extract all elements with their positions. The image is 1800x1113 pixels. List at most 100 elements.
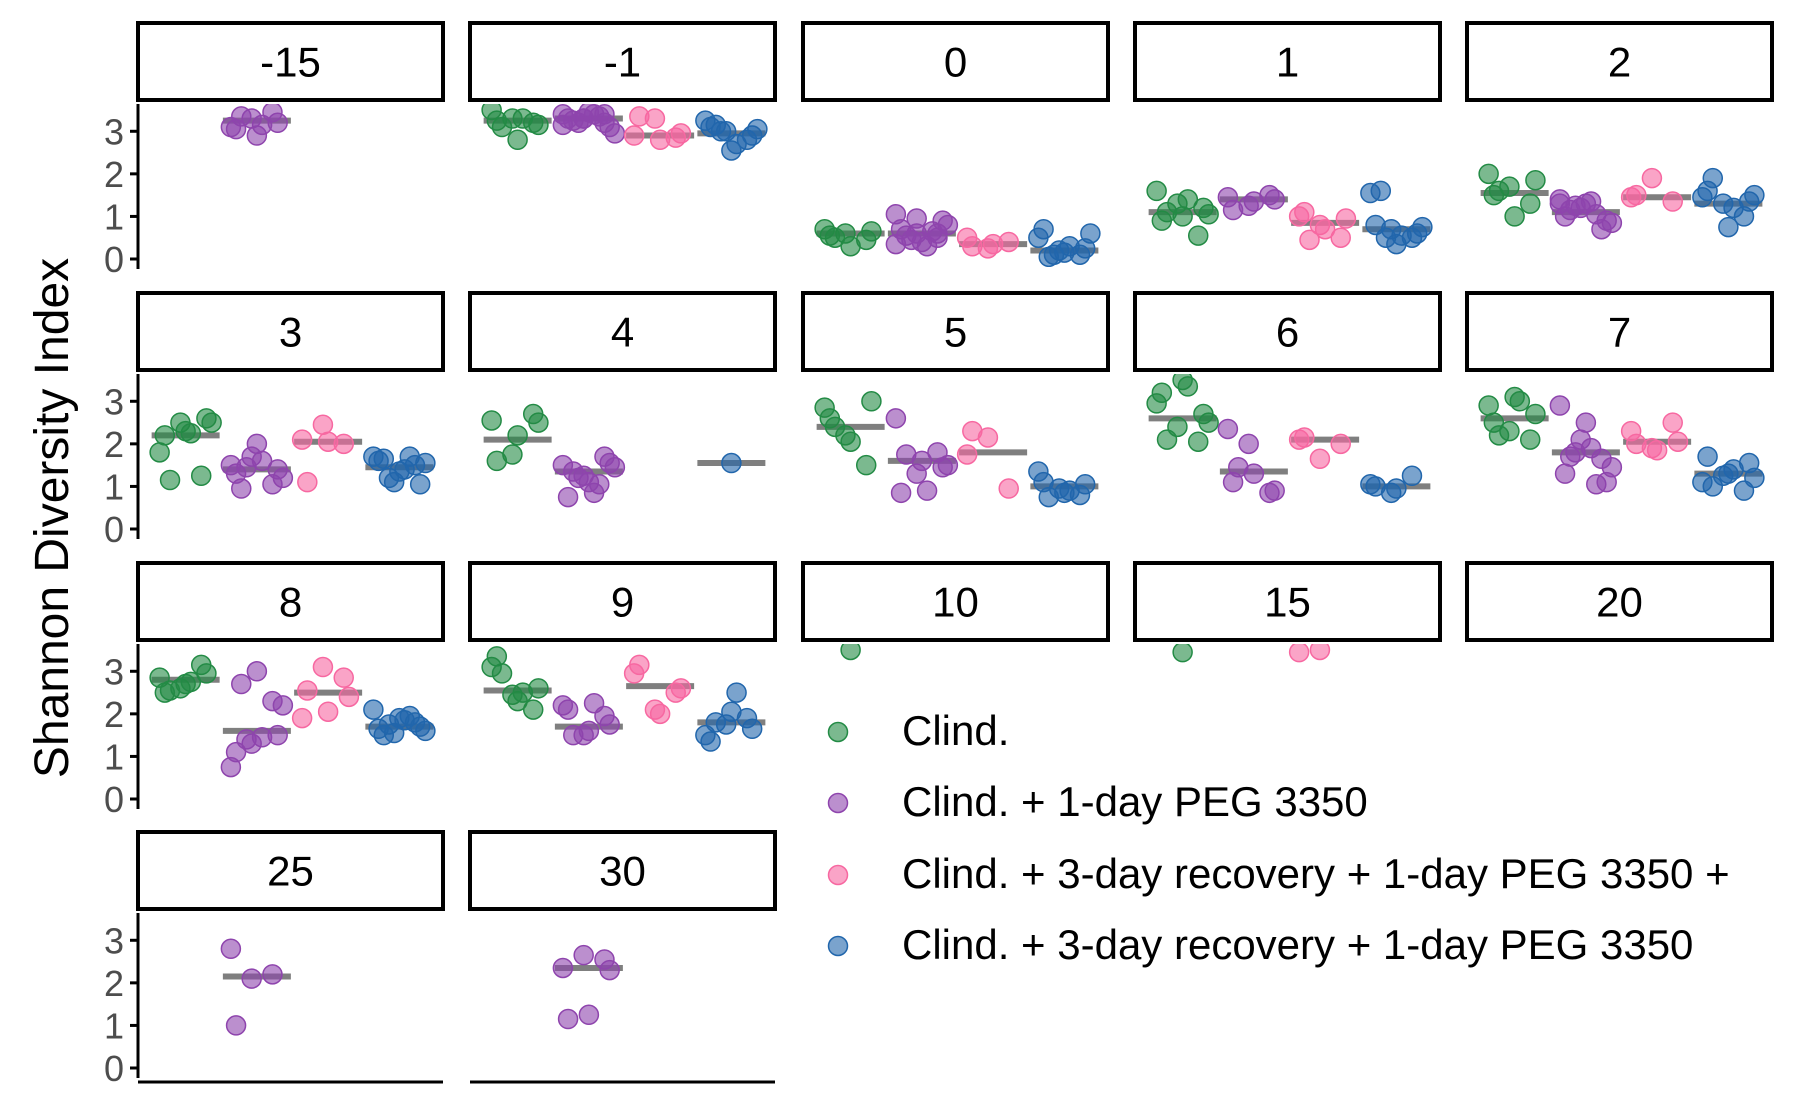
- data-point: [557, 486, 579, 508]
- data-point: [861, 221, 882, 242]
- facet-strip: [1133, 21, 1442, 102]
- data-point: [623, 125, 645, 146]
- data-point: [512, 108, 534, 129]
- data-point: [1723, 459, 1744, 480]
- legend-label: Clind.: [902, 707, 1009, 754]
- data-point: [291, 429, 313, 450]
- data-point: [149, 442, 170, 463]
- facet-panel: 4: [468, 291, 777, 508]
- data-point: [399, 446, 421, 467]
- data-point: [1033, 218, 1054, 240]
- plot-area: [1172, 644, 1331, 663]
- data-point: [982, 233, 1004, 255]
- data-point: [1177, 376, 1199, 397]
- facet-label: 4: [611, 309, 634, 356]
- data-point: [1228, 457, 1249, 478]
- facet-strip: [1133, 561, 1442, 642]
- legend-key: [827, 935, 849, 957]
- facet-label: 2: [1608, 39, 1631, 86]
- data-point: [409, 474, 431, 495]
- data-point: [415, 720, 436, 742]
- data-point: [1488, 180, 1510, 202]
- y-tick-label: 2: [104, 424, 124, 465]
- data-point: [272, 695, 294, 716]
- data-point: [272, 467, 294, 489]
- data-point: [1386, 478, 1407, 499]
- data-point: [1697, 446, 1718, 467]
- data-point: [552, 114, 574, 136]
- data-point: [1401, 465, 1423, 487]
- data-point: [246, 433, 268, 455]
- data-point: [747, 118, 768, 140]
- data-point: [1217, 418, 1239, 440]
- data-point: [1288, 644, 1310, 663]
- data-point: [241, 968, 262, 989]
- data-point: [649, 703, 671, 725]
- y-tick-label: 2: [104, 963, 124, 1004]
- legend-label: Clind. + 3-day recovery + 1-day PEG 3350…: [902, 850, 1730, 897]
- data-point: [262, 964, 283, 985]
- plot-area: [220, 938, 291, 1036]
- y-tick-label: 1: [104, 466, 124, 507]
- data-point: [629, 654, 650, 676]
- plot-area: [1146, 374, 1431, 504]
- data-point: [1744, 467, 1765, 489]
- data-point: [1586, 474, 1607, 495]
- data-point: [824, 227, 846, 248]
- data-point: [297, 471, 318, 493]
- data-point: [557, 699, 579, 720]
- plot-area: [1478, 386, 1765, 501]
- data-point: [486, 646, 508, 667]
- data-point: [1519, 193, 1541, 214]
- data-point: [378, 714, 400, 735]
- data-point: [599, 959, 620, 981]
- data-point: [1187, 225, 1209, 246]
- data-point: [937, 454, 959, 476]
- data-point: [1043, 244, 1065, 265]
- data-point: [1177, 189, 1199, 210]
- data-point: [1146, 180, 1167, 202]
- data-point: [512, 682, 534, 703]
- data-point: [1525, 403, 1546, 425]
- data-point: [1330, 227, 1351, 248]
- facet-panel: 20: [1465, 561, 1774, 642]
- data-point: [1335, 208, 1357, 229]
- data-point: [700, 731, 721, 752]
- data-point: [180, 422, 202, 444]
- data-point: [599, 714, 620, 735]
- facet-label: 30: [599, 848, 646, 895]
- data-point: [236, 457, 257, 478]
- data-point: [1601, 212, 1623, 234]
- data-point: [481, 410, 502, 431]
- data-point: [1662, 412, 1683, 433]
- facet-strip: [1465, 291, 1774, 372]
- y-tick-label: 3: [104, 111, 124, 152]
- data-point: [563, 724, 584, 746]
- data-point: [1412, 216, 1433, 238]
- data-point: [573, 944, 594, 966]
- facet-strip: [468, 291, 777, 372]
- facet-panel: 1: [1133, 21, 1442, 255]
- data-point: [297, 680, 318, 701]
- data-point: [491, 663, 513, 684]
- data-point: [1264, 480, 1285, 501]
- data-point: [649, 129, 671, 151]
- data-point: [159, 680, 181, 701]
- y-tick-label: 1: [104, 736, 124, 777]
- data-point: [741, 718, 763, 740]
- data-point: [363, 699, 384, 720]
- data-point: [246, 661, 268, 682]
- data-point: [231, 106, 252, 127]
- y-tick-label: 0: [104, 779, 124, 820]
- facet-label: -1: [604, 39, 641, 86]
- data-point: [1626, 433, 1647, 455]
- data-point: [1172, 644, 1193, 663]
- data-point: [583, 692, 605, 714]
- data-point: [1723, 197, 1744, 219]
- plot-area: [1478, 163, 1765, 240]
- data-point: [1370, 180, 1392, 202]
- data-point: [154, 425, 176, 446]
- data-point: [251, 114, 273, 136]
